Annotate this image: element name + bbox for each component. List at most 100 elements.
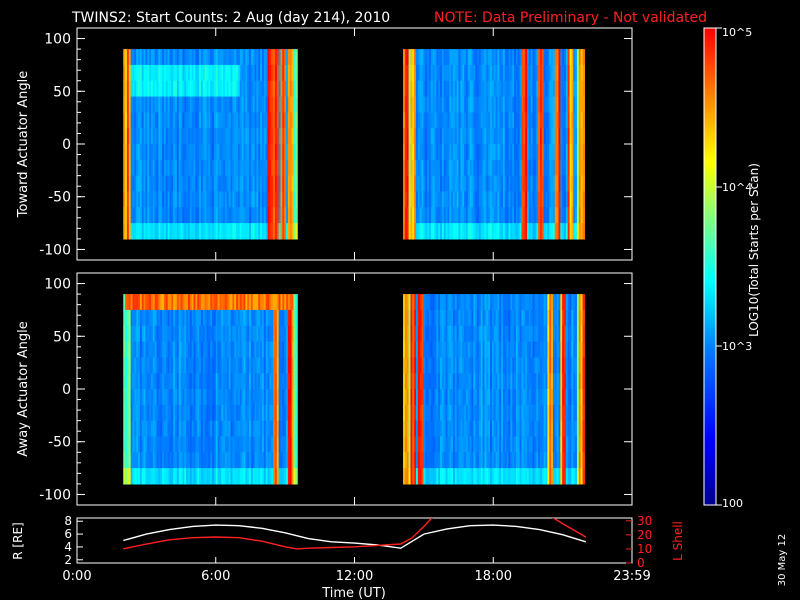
heatmap-cell (154, 175, 158, 193)
heatmap-cell (176, 159, 180, 177)
heatmap-cell (289, 294, 293, 311)
heatmap-cell (532, 436, 536, 453)
heatmap-cell (167, 80, 171, 98)
heatmap-cell (412, 325, 415, 343)
heatmap-cell (163, 191, 167, 208)
heatmap-cell (265, 80, 269, 98)
heatmap-cell (521, 207, 524, 224)
heatmap-cell (571, 223, 574, 240)
heatmap-cell (430, 49, 434, 66)
heatmap-cell (250, 325, 254, 343)
heatmap-cell (156, 468, 159, 485)
heatmap-cell (123, 420, 126, 438)
heatmap-cell (151, 309, 154, 327)
heatmap-cell (162, 373, 165, 390)
heatmap-cell (138, 357, 141, 374)
heatmap-cell (558, 373, 561, 390)
heatmap-cell (432, 404, 436, 422)
heatmap-cell (482, 373, 486, 390)
heatmap-cell (434, 357, 437, 374)
heatmap-cell (152, 223, 156, 240)
heatmap-cell (549, 144, 552, 161)
heatmap-cell (551, 294, 554, 311)
heatmap-cell (423, 112, 426, 129)
heatmap-cell (182, 96, 185, 113)
heatmap-cell (514, 49, 517, 66)
heatmap-cell (199, 191, 202, 208)
heatmap-cell (125, 452, 128, 469)
heatmap-cell (278, 223, 282, 240)
heatmap-cell (139, 159, 143, 177)
heatmap-cell (160, 96, 163, 113)
heatmap-cell (514, 96, 517, 113)
heatmap-cell (232, 468, 235, 485)
heatmap-cell (152, 96, 156, 113)
heatmap-cell (206, 144, 209, 161)
heatmap-cell (438, 452, 441, 469)
heatmap-cell (539, 96, 543, 113)
heatmap-cell (554, 341, 558, 358)
heatmap-cell (156, 128, 159, 145)
heatmap-cell (226, 436, 230, 453)
heatmap-cell (578, 404, 582, 422)
heatmap-cell (293, 452, 296, 469)
heatmap-cell (178, 175, 182, 193)
heatmap-cell (451, 159, 454, 177)
heatmap-cell (403, 341, 406, 358)
heatmap-cell (465, 404, 469, 422)
heatmap-cell (141, 341, 145, 358)
heatmap-cell (547, 468, 550, 485)
heatmap-cell (165, 452, 169, 469)
heatmap-cell (171, 357, 174, 374)
heatmap-cell (404, 309, 408, 327)
heatmap-cell (176, 468, 180, 485)
heatmap-cell (440, 112, 443, 129)
heatmap-cell (462, 112, 465, 129)
heatmap-cell (176, 325, 180, 343)
heatmap-cell (443, 373, 447, 390)
heatmap-cell (274, 357, 278, 374)
heatmap-cell (556, 64, 560, 82)
heatmap-cell (154, 191, 158, 208)
heatmap-cell (173, 64, 176, 82)
heatmap-cell (145, 159, 148, 177)
right-y-tick-label: 10 (637, 542, 652, 556)
heatmap-cell (562, 80, 565, 98)
heatmap-cell (134, 404, 137, 422)
heatmap-cell (560, 294, 563, 311)
heatmap-cell (165, 309, 169, 327)
heatmap-cell (136, 436, 139, 453)
heatmap-cell (482, 404, 486, 422)
heatmap-cell (551, 191, 554, 208)
heatmap-cell (232, 452, 235, 469)
heatmap-cell (147, 294, 150, 311)
heatmap-cell (200, 80, 204, 98)
heatmap-cell (541, 325, 545, 343)
heatmap-cell (456, 159, 460, 177)
heatmap-cell (136, 223, 139, 240)
heatmap-cell (438, 325, 441, 343)
heatmap-cell (454, 144, 458, 161)
heatmap-cell (462, 373, 465, 390)
heatmap-cell (132, 294, 135, 311)
heatmap-cell (519, 341, 523, 358)
heatmap-cell (508, 64, 511, 82)
heatmap-cell (473, 452, 476, 469)
heatmap-cell (436, 309, 439, 327)
heatmap-cell (134, 357, 137, 374)
heatmap-cell (295, 159, 298, 177)
heatmap-cell (453, 96, 456, 113)
heatmap-cell (543, 144, 547, 161)
heatmap-cell (471, 128, 474, 145)
heatmap-cell (136, 294, 139, 311)
heatmap-cell (569, 175, 573, 193)
heatmap-cell (467, 207, 471, 224)
heatmap-cell (254, 373, 258, 390)
heatmap-cell (488, 175, 491, 193)
heatmap-cell (287, 389, 291, 406)
heatmap-cell (453, 80, 456, 98)
heatmap-cell (284, 191, 287, 208)
heatmap-cell (280, 389, 283, 406)
heatmap-cell (284, 159, 287, 177)
heatmap-cell (186, 309, 189, 327)
